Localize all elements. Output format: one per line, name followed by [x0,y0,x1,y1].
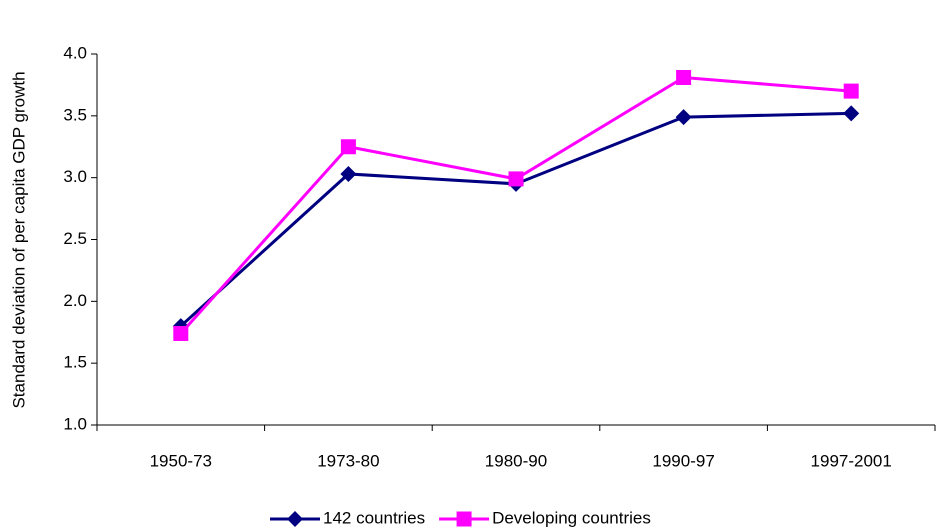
point-marker [843,105,860,122]
y-tick-label: 1.5 [63,353,87,372]
legend-marker [287,511,303,527]
x-tick-label: 1990-97 [652,451,714,470]
point-marker [675,109,692,126]
x-tick-label: 1980-90 [485,451,547,470]
y-tick-label: 3.5 [63,105,87,124]
point-marker [173,325,189,341]
point-marker [843,83,859,99]
legend-marker [456,511,472,527]
legend-label: Developing countries [492,508,651,527]
y-axis-label: Standard deviation of per capita GDP gro… [9,71,28,408]
legend-label: 142 countries [323,508,425,527]
point-marker [508,171,524,187]
x-tick-label: 1950-73 [150,451,212,470]
point-marker [340,165,357,182]
point-marker [340,139,356,155]
y-tick-label: 2.0 [63,291,87,310]
point-marker [676,69,692,85]
y-tick-label: 1.0 [63,414,87,433]
x-tick-label: 1973-80 [317,451,379,470]
y-tick-label: 2.5 [63,229,87,248]
y-tick-label: 3.0 [63,167,87,186]
y-tick-label: 4.0 [63,43,87,62]
x-tick-label: 1997-2001 [811,451,892,470]
